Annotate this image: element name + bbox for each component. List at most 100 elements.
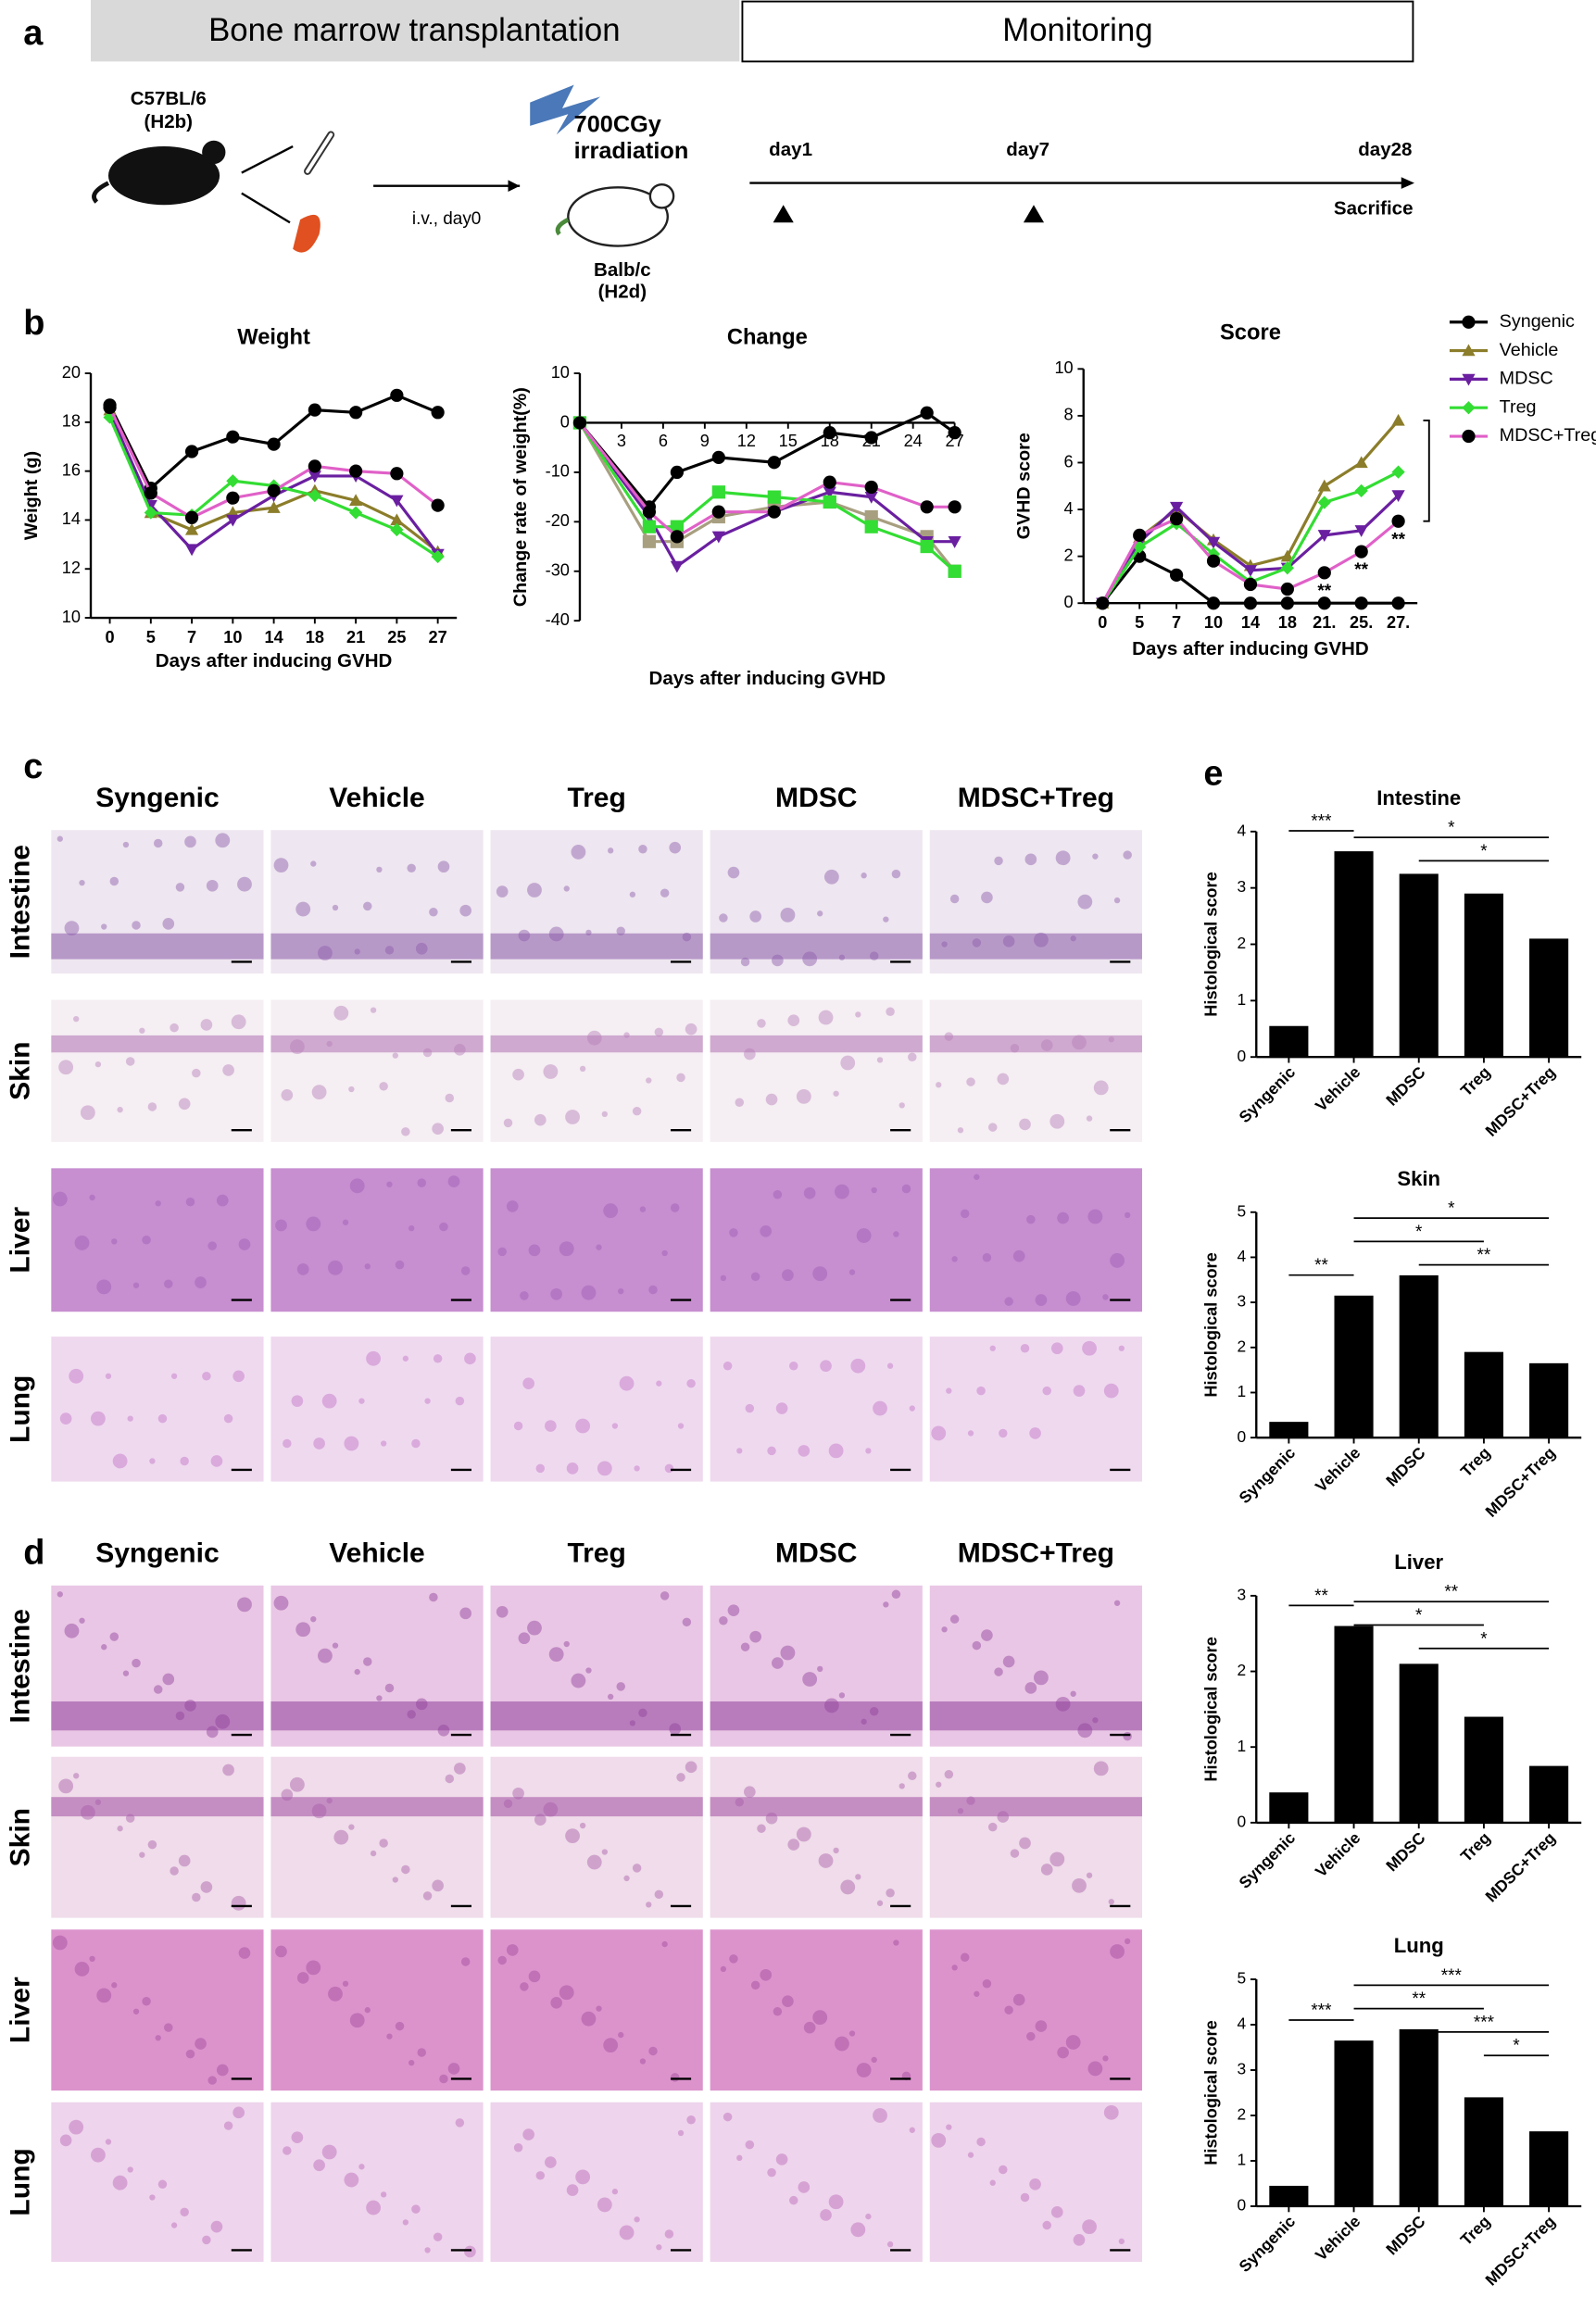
tissue-detail	[729, 1954, 738, 1964]
tissue-detail	[328, 1260, 343, 1275]
tissue-detail	[202, 2235, 211, 2245]
x-tick-label: Vehicle	[1312, 1062, 1364, 1115]
x-tick-label: Treg	[1457, 2212, 1494, 2249]
tissue-detail	[122, 841, 130, 848]
tissue-detail	[1050, 1342, 1063, 1355]
bar	[1399, 1663, 1439, 1823]
tissue-detail	[439, 1222, 448, 1232]
tissue-detail	[439, 2074, 448, 2084]
tissue-detail	[142, 1996, 151, 2006]
tissue-detail	[210, 1455, 223, 1467]
tissue-detail	[281, 1088, 294, 1101]
tissue-detail	[195, 2038, 207, 2050]
tissue-detail	[1057, 1211, 1069, 1224]
phase-box	[741, 0, 1414, 63]
marker	[948, 564, 961, 578]
tissue-detail	[1072, 1877, 1087, 1893]
y-tick-label: 4	[1238, 1247, 1247, 1265]
tissue-detail	[237, 1597, 252, 1613]
tissue-detail	[648, 2046, 658, 2056]
tissue-detail	[1024, 1682, 1037, 1694]
tissue-detail	[1019, 1837, 1031, 1850]
tissue-detail	[112, 2175, 128, 2190]
tissue-detail	[512, 1787, 524, 1800]
tissue-band	[490, 933, 703, 960]
marker	[226, 430, 240, 444]
marker	[711, 485, 725, 499]
legend-label: MDSC	[1500, 369, 1553, 389]
tissue-detail	[528, 1244, 541, 1257]
tissue-detail	[69, 1368, 84, 1384]
tissue-detail	[745, 1403, 755, 1413]
tissue-detail	[639, 1206, 647, 1212]
tissue-detail	[117, 1826, 123, 1832]
tissue-detail	[379, 1082, 388, 1091]
tissue-detail	[1040, 1864, 1053, 1876]
tissue-detail	[646, 1077, 652, 1084]
tissue-detail	[974, 1174, 980, 1180]
tissue-detail	[1103, 2104, 1119, 2120]
marker	[1317, 530, 1331, 542]
tissue-detail	[101, 923, 107, 930]
tissue-detail	[79, 879, 85, 886]
tissue-detail	[216, 2064, 229, 2077]
tissue-detail	[820, 2209, 832, 2221]
tissue-detail	[750, 1980, 760, 1990]
timepoint-marker	[773, 205, 794, 223]
marker	[920, 539, 934, 554]
tissue-detail	[835, 1184, 849, 1199]
tissue-detail	[782, 1269, 794, 1282]
bar	[1529, 1765, 1569, 1823]
tissue-band	[270, 1035, 484, 1053]
tissue-band	[490, 1701, 703, 1731]
marker	[308, 471, 321, 483]
row-label: Lung	[6, 1375, 36, 1443]
y-tick-label: -40	[546, 610, 570, 629]
tissue-detail	[1065, 1291, 1081, 1306]
tissue-detail	[817, 910, 823, 917]
histology-image	[490, 1168, 703, 1312]
tissue-band	[51, 933, 264, 960]
tissue-detail	[886, 1362, 894, 1369]
tissue-detail	[543, 1064, 559, 1079]
tissue-detail	[571, 1673, 586, 1688]
tissue-detail	[873, 1400, 887, 1416]
x-tick-label: Syngenic	[1235, 1828, 1299, 1892]
tissue-detail	[534, 1113, 547, 1126]
tissue-detail	[74, 1236, 90, 1250]
tissue-detail	[358, 1398, 365, 1404]
tissue-detail	[999, 2165, 1008, 2175]
phase-label: Bone marrow transplantation	[208, 13, 620, 48]
bar	[1269, 2185, 1309, 2207]
tissue-detail	[883, 1601, 889, 1608]
panel-label: e	[1203, 755, 1223, 794]
marker	[1243, 577, 1258, 592]
tissue-detail	[960, 1952, 970, 1963]
tissue-band	[710, 1797, 923, 1817]
tissue-detail	[1103, 1383, 1119, 1399]
significance-label: **	[1314, 1256, 1328, 1275]
tissue-detail	[871, 2056, 877, 2064]
marker	[1391, 465, 1405, 479]
marker	[1391, 596, 1405, 610]
tissue-detail	[332, 1642, 339, 1649]
tissue-detail	[535, 1463, 546, 1474]
marker	[767, 490, 781, 504]
tissue-detail	[222, 1764, 234, 1776]
x-tick-label: Syngenic	[1235, 1062, 1299, 1126]
marker	[1391, 490, 1405, 502]
tissue-detail	[386, 1181, 393, 1187]
tissue-detail	[886, 1889, 895, 1898]
marker	[864, 509, 878, 524]
marker	[1354, 545, 1368, 559]
y-axis-label: Histological score	[1202, 2020, 1221, 2165]
x-tick-label: 27.	[1387, 613, 1410, 632]
y-tick-label: 10	[1054, 358, 1073, 377]
irradiation-icon	[530, 84, 601, 135]
marker	[103, 400, 117, 415]
tissue-detail	[1024, 853, 1037, 866]
tissue-detail	[432, 1879, 444, 1892]
tissue-detail	[175, 883, 185, 892]
tissue-detail	[833, 1090, 839, 1097]
